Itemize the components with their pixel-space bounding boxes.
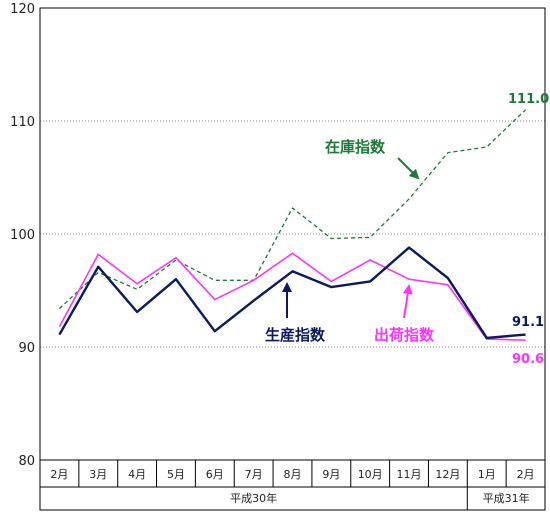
series-line-shipment: [58, 252, 526, 342]
x-tick-label: 2月: [50, 468, 68, 481]
x-tick-label: 8月: [284, 468, 302, 481]
x-tick-label: 10月: [358, 468, 383, 481]
series-label-shipment: 出荷指数: [374, 326, 435, 344]
arrow-inventory: [397, 157, 420, 180]
y-tick-label: 110: [10, 115, 35, 130]
x-tick-label: 7月: [245, 468, 263, 481]
data-label-inventory-last: 111.0: [508, 92, 549, 107]
x-tick-label: 5月: [167, 468, 185, 481]
x-axis-table-frame: [39, 459, 546, 511]
x-tick-label: 2月: [517, 468, 535, 481]
x-axis-table: 2月 3月 4月 5月 6月 7月 8月 9月 10月 11月 12月 1月 2月 平成30年 平成31…: [39, 459, 546, 511]
arrow-shipment: [402, 284, 413, 319]
grid-lines: [40, 120, 545, 348]
y-axis: 80 90 100 110 120: [10, 2, 35, 469]
y-tick-label: 80: [18, 454, 35, 469]
data-label-shipment-last: 90.6: [512, 352, 544, 367]
series-label-inventory: 在庫指数: [325, 138, 386, 156]
x-tick-label: 9月: [322, 468, 340, 481]
series-line-inventory: [58, 109, 527, 310]
x-tick-label: 11月: [397, 468, 422, 481]
x-tick-label: 12月: [435, 468, 460, 481]
y-tick-label: 100: [10, 228, 35, 243]
y-tick-label: 120: [10, 2, 35, 17]
x-tick-label: 6月: [206, 468, 224, 481]
data-label-production-last: 91.1: [512, 315, 544, 330]
series-label-production: 生産指数: [265, 326, 326, 344]
series-line-production: [58, 246, 526, 340]
era-label: 平成31年: [483, 491, 530, 505]
x-tick-label: 4月: [128, 468, 146, 481]
x-tick-label: 1月: [478, 468, 496, 481]
era-label: 平成30年: [230, 491, 277, 505]
series-lines: [58, 109, 527, 342]
x-tick-label: 3月: [89, 468, 107, 481]
y-tick-label: 90: [18, 341, 35, 356]
